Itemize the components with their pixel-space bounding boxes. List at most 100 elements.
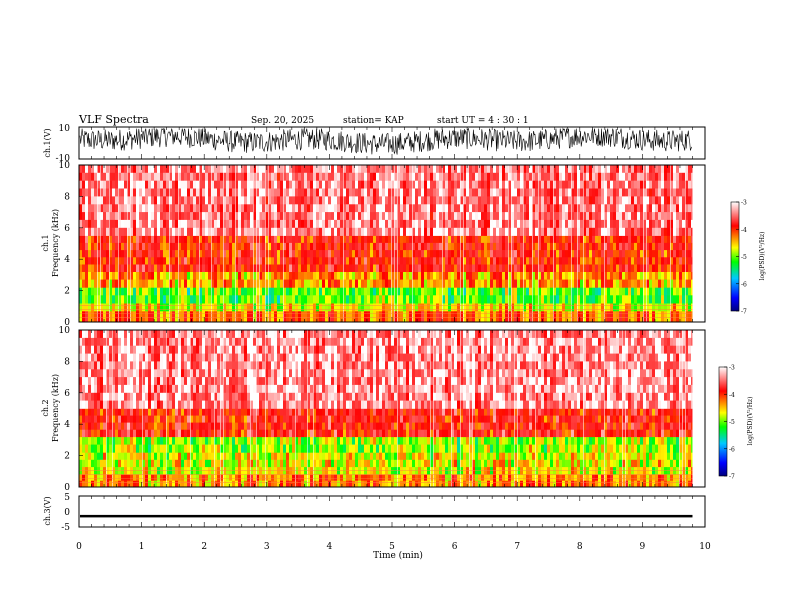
ch1-spectrogram-cell (631, 235, 634, 244)
ch1-spectrogram-cell (595, 303, 598, 312)
ch1-spectrogram-cell (82, 227, 85, 236)
ch1-spectrogram-cell (667, 180, 670, 189)
ch1-spectrogram-cell (409, 311, 412, 323)
ch1-spectrogram-cell (673, 165, 676, 174)
ch1-spectrogram-cell (571, 219, 574, 228)
ch1-spectrogram-cell (436, 188, 439, 197)
ch1-spectrogram-cell (598, 271, 601, 280)
ch1-spectrogram-cell (613, 242, 616, 251)
ch1-spectrogram-cell (382, 165, 385, 174)
ch1-spectrogram-cell (193, 180, 196, 189)
ch1-spectrogram-cell (670, 172, 673, 181)
ch1-spectrogram-cell (388, 279, 391, 288)
ch1-spectrogram-cell (145, 242, 148, 251)
ch1-spectrogram-cell (520, 264, 523, 272)
ch1-spectrogram-cell (445, 279, 448, 288)
ch1-spectrogram-cell (295, 235, 298, 244)
ch1-spectrogram-cell (169, 311, 172, 323)
ch1-spectrogram-cell (487, 212, 490, 221)
ch1-spectrogram-cell (364, 295, 367, 304)
ch1-spectrogram-cell (547, 250, 550, 258)
ch1-spectrogram-cell (415, 257, 418, 265)
ch1-spectrogram-cell (355, 250, 358, 258)
ch2-spectrogram-cell (109, 474, 112, 481)
ch2-spectrogram-cell (139, 467, 142, 475)
ch2-spectrogram-cell (127, 452, 130, 461)
ch1-spectrogram-cell (622, 287, 625, 296)
ch1-spectrogram-cell (139, 235, 142, 244)
ch1-spectrogram-cell (289, 311, 292, 323)
ch1-spectrogram-cell (316, 165, 319, 174)
ch1-spectrogram-cell (421, 303, 424, 312)
ch2-spectrogram-cell (82, 459, 85, 468)
ch1-spectrogram-cell (634, 279, 637, 288)
ch2-spectrogram-cell (112, 474, 115, 481)
ch1-spectrogram-cell (640, 311, 643, 323)
ch1-spectrogram-cell (232, 180, 235, 189)
ch1-spectrogram-cell (628, 219, 631, 228)
ch1-spectrogram-cell (379, 250, 382, 258)
ch1-spectrogram-cell (274, 204, 277, 213)
ch1-spectrogram-cell (478, 264, 481, 272)
ch1-spectrogram-cell (406, 303, 409, 312)
ch1-spectrogram-cell (175, 227, 178, 236)
ch1-spectrogram-cell (211, 204, 214, 213)
ch1-spectrogram-cell (634, 227, 637, 236)
ch1-spectrogram-cell (274, 287, 277, 296)
ch1-spectrogram-cell (673, 219, 676, 228)
ch1-spectrogram-cell (562, 264, 565, 272)
ch1-spectrogram-cell (448, 279, 451, 288)
ch1-spectrogram-cell (325, 227, 328, 236)
ch1-spectrogram-cell (682, 227, 685, 236)
ch1-spectrogram-cell (538, 242, 541, 251)
ch1-spectrogram-cell (169, 279, 172, 288)
ch1-spectrogram-cell (193, 242, 196, 251)
ch1-spectrogram-cell (571, 250, 574, 258)
ch1-spectrogram-cell (214, 219, 217, 228)
ch1-spectrogram-cell (664, 227, 667, 236)
ch1-spectrogram-cell (619, 311, 622, 323)
ch1-spectrogram-cell (283, 204, 286, 213)
ch1-spectrogram-cell (349, 165, 352, 174)
ch1-spectrogram-cell (529, 250, 532, 258)
ch1-spectrogram-cell (646, 311, 649, 323)
ch1-spectrogram-cell (121, 287, 124, 296)
ch1-spectrogram-cell (298, 235, 301, 244)
ch1-spectrogram-cell (487, 227, 490, 236)
ch1-spectrogram-cell (685, 271, 688, 280)
ch1-spectrogram-cell (325, 172, 328, 181)
ch1-spectrogram-cell (190, 303, 193, 312)
ch2-spectrogram-cell (118, 353, 121, 362)
ch1-spectrogram-cell (490, 227, 493, 236)
ch1-spectrogram-cell (550, 295, 553, 304)
ch1-spectrogram-cell (229, 250, 232, 258)
ch2-spectrogram-cell (136, 345, 139, 354)
ch2-spectrogram-cell (118, 369, 121, 378)
ch1-spectrogram-cell (508, 295, 511, 304)
ch1-spectrogram-cell (688, 242, 691, 251)
ch1-spectrogram-cell (172, 165, 175, 174)
ch1-spectrogram-cell (637, 219, 640, 228)
ch2-spectrogram-cell (82, 369, 85, 378)
ch1-spectrogram-cell (670, 295, 673, 304)
ch1-spectrogram-cell (616, 204, 619, 213)
ch1-spectrogram-cell (370, 287, 373, 296)
ch1-spectrogram-cell (541, 271, 544, 280)
ch1-spectrogram-cell (220, 227, 223, 236)
ch1-spectrogram-cell (676, 279, 679, 288)
ch1-spectrogram-cell (157, 271, 160, 280)
ch1-spectrogram-cell (139, 250, 142, 258)
ch1-spectrogram-cell (208, 172, 211, 181)
ch1-spectrogram-cell (241, 219, 244, 228)
ch1-spectrogram-cell (436, 311, 439, 323)
ch1-spectrogram-cell (136, 287, 139, 296)
ch1-spectrogram-cell (193, 257, 196, 265)
ch1-spectrogram-cell (205, 271, 208, 280)
ch1-spectrogram-cell (202, 219, 205, 228)
ch1-spectrogram-cell (565, 250, 568, 258)
ch1-spectrogram-cell (685, 311, 688, 323)
ch2-spectrogram-cell (109, 467, 112, 475)
ch1-spectrogram-cell (409, 172, 412, 181)
ch1-spectrogram-cell (184, 196, 187, 205)
ch1-spectrogram-cell (643, 172, 646, 181)
